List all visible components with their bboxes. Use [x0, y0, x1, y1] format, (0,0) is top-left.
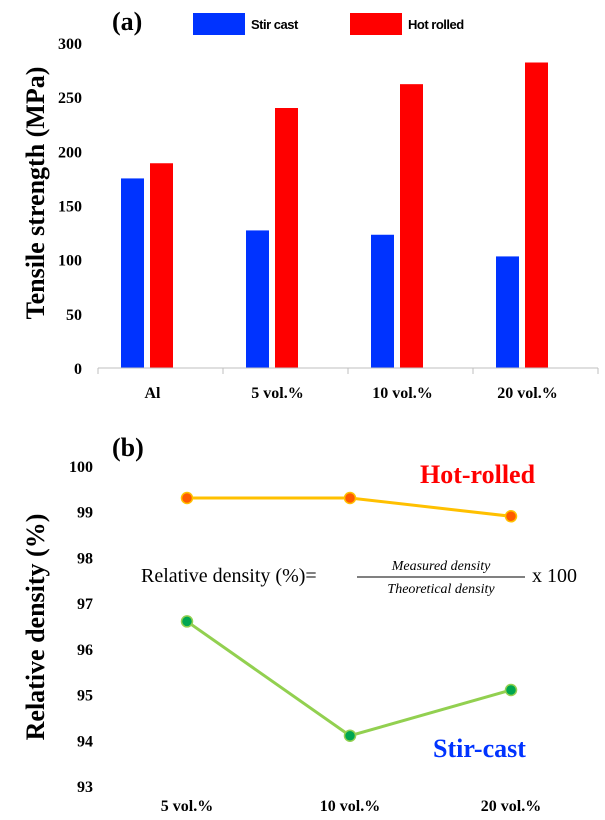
y-tick-label: 100 — [69, 459, 93, 476]
x-axis-ticks: 5 vol.% 10 vol.% 20 vol.% — [161, 798, 541, 815]
y-tick-label: 93 — [77, 779, 93, 796]
data-point-stir-cast — [504, 683, 518, 697]
x-tick-label: 10 vol.% — [372, 385, 432, 402]
y-tick-label: 0 — [74, 361, 82, 378]
legend-swatch-hot-rolled — [350, 13, 402, 35]
equation: Relative density (%)= Measured density T… — [141, 559, 577, 597]
y-tick-label: 94 — [77, 733, 93, 750]
series-lines — [180, 491, 518, 742]
y-tick-label: 250 — [58, 90, 82, 107]
y-tick-label: 95 — [77, 688, 93, 705]
panel-b-line-chart: (b) Relative density (%) 93 94 95 96 97 98 99 1… — [21, 433, 577, 815]
data-point-stir-cast — [180, 615, 194, 628]
x-axis-ticks: Al 5 vol.% 10 vol.% 20 vol.% — [145, 385, 558, 402]
panel-a-label: (a) — [112, 7, 142, 36]
x-tick-label: 5 vol.% — [161, 798, 213, 815]
series-line-stir-cast — [186, 620, 512, 738]
x-tick-label: Al — [145, 385, 162, 402]
y-tick-label: 99 — [77, 505, 93, 522]
equation-denominator: Theoretical density — [387, 582, 495, 597]
data-point-hot-rolled — [180, 491, 194, 505]
y-axis-title: Relative density (%) — [21, 514, 50, 741]
equation-lhs: Relative density (%)= — [141, 565, 317, 587]
bar-hot-rolled — [150, 163, 173, 368]
annotation-stir-cast: Stir-cast — [433, 734, 526, 763]
y-axis-title: Tensile strength (MPa) — [21, 67, 50, 320]
bar-hot-rolled — [400, 84, 423, 369]
x-tick-label: 10 vol.% — [320, 798, 380, 815]
bar-stir-cast — [496, 256, 519, 368]
legend-label-hot-rolled: Hot rolled — [408, 17, 464, 32]
legend-swatch-stir-cast — [193, 13, 245, 35]
legend: Stir cast Hot rolled — [193, 13, 465, 35]
bar-stir-cast — [371, 234, 394, 368]
x-tick-label: 5 vol.% — [251, 385, 303, 402]
y-tick-label: 97 — [77, 596, 93, 613]
y-tick-label: 50 — [66, 307, 82, 324]
y-tick-label: 150 — [58, 199, 82, 216]
annotation-hot-rolled: Hot-rolled — [420, 460, 536, 489]
equation-numerator: Measured density — [391, 559, 491, 574]
y-tick-label: 200 — [58, 144, 82, 161]
y-tick-label: 300 — [58, 36, 82, 53]
panel-a-bar-chart: (a) Stir cast Hot rolled Tensile strengt… — [21, 7, 599, 402]
y-axis-ticks: 93 94 95 96 97 98 99 100 — [69, 459, 93, 796]
legend-label-stir-cast: Stir cast — [251, 17, 299, 32]
equation-rhs: x 100 — [532, 565, 577, 587]
bar-hot-rolled — [275, 108, 298, 368]
data-point-hot-rolled — [343, 491, 357, 505]
x-tick-label: 20 vol.% — [481, 798, 541, 815]
data-point-hot-rolled — [504, 510, 518, 523]
x-tick-label: 20 vol.% — [497, 385, 557, 402]
y-axis-ticks: 0 50 100 150 200 250 300 — [58, 36, 82, 378]
y-tick-label: 98 — [77, 550, 93, 567]
x-axis — [97, 367, 599, 374]
bar-hot-rolled — [525, 62, 548, 368]
y-tick-label: 100 — [58, 253, 82, 270]
panel-b-label: (b) — [112, 433, 144, 462]
data-point-stir-cast — [343, 729, 357, 742]
bars — [121, 62, 548, 369]
bar-stir-cast — [121, 178, 144, 368]
y-tick-label: 96 — [77, 642, 93, 659]
bar-stir-cast — [246, 230, 269, 368]
